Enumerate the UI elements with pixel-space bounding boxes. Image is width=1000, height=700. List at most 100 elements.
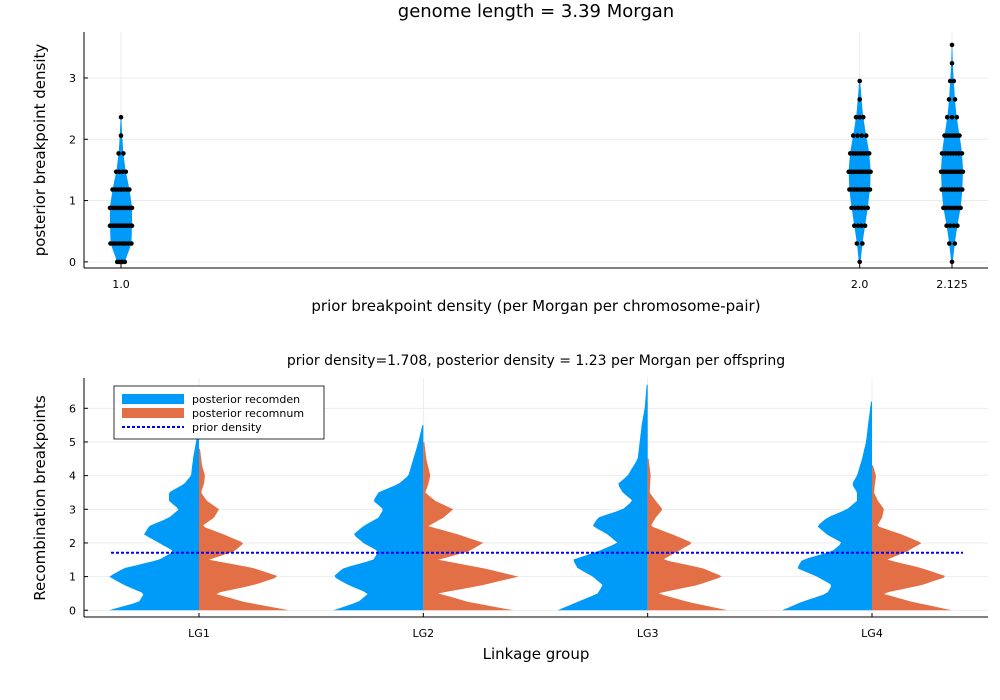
legend-label-recomden: posterior recomden bbox=[192, 393, 300, 406]
data-point-2.0 bbox=[852, 223, 857, 228]
top-chart-x-ticks: 1.0 2.0 2.125 bbox=[112, 264, 968, 291]
data-point-2.0 bbox=[859, 205, 864, 211]
data-point-2.125 bbox=[955, 223, 960, 228]
data-point-2.125 bbox=[957, 133, 962, 138]
data-point-1.0 bbox=[129, 223, 135, 228]
bottom-y-tick-label: 0 bbox=[69, 604, 76, 617]
data-point-1.0 bbox=[113, 169, 119, 175]
data-point-2.0 bbox=[865, 205, 870, 211]
bottom-x-tick-label: LG1 bbox=[188, 627, 210, 640]
bottom-x-tick-label: LG2 bbox=[413, 627, 435, 640]
bottom-chart-y-ticks: 0 1 2 3 4 5 6 bbox=[69, 402, 88, 617]
split-violin-right-LG3 bbox=[647, 458, 728, 611]
data-point-2.0 bbox=[863, 133, 869, 138]
data-point-2.125 bbox=[951, 78, 957, 84]
bottom-chart-x-ticks: LG1 LG2 LG3 LG4 bbox=[188, 613, 883, 640]
data-point-2.0 bbox=[857, 78, 862, 84]
data-point-2.125 bbox=[952, 97, 958, 102]
bottom-y-tick-label: 5 bbox=[69, 436, 76, 449]
data-point-2.0 bbox=[855, 223, 861, 228]
legend-swatch-recomden bbox=[122, 394, 184, 404]
top-y-tick-label: 0 bbox=[69, 256, 76, 269]
top-x-tick-label: 1.0 bbox=[112, 278, 130, 291]
bottom-chart-y-label: Recombination breakpoints bbox=[31, 395, 49, 601]
data-point-2.125 bbox=[952, 241, 958, 246]
data-point-1.0 bbox=[122, 259, 128, 265]
data-point-2.0 bbox=[855, 133, 860, 138]
data-point-2.0 bbox=[859, 133, 865, 138]
legend-label-recomnum: posterior recomnum bbox=[192, 407, 304, 420]
split-violin-left-LG2 bbox=[333, 425, 424, 611]
data-point-2.125 bbox=[949, 114, 955, 120]
top-chart-x-label: prior breakpoint density (per Morgan per… bbox=[311, 297, 760, 315]
data-point-2.125 bbox=[944, 114, 950, 120]
data-point-1.0 bbox=[116, 151, 121, 156]
data-point-2.0 bbox=[862, 223, 868, 228]
top-chart-y-ticks: 0 1 2 3 bbox=[69, 72, 88, 269]
data-point-2.0 bbox=[860, 241, 865, 246]
top-chart-y-label: posterior breakpoint density bbox=[31, 44, 49, 257]
data-point-2.0 bbox=[849, 205, 854, 211]
top-y-tick-label: 3 bbox=[69, 72, 76, 85]
split-violin-left-LG4 bbox=[782, 401, 872, 611]
data-point-2.0 bbox=[862, 205, 867, 211]
top-chart-violins bbox=[110, 44, 963, 262]
split-violin-right-LG1 bbox=[199, 448, 289, 611]
legend: posterior recomden posterior recomnum pr… bbox=[113, 385, 325, 440]
data-point-1.0 bbox=[127, 187, 132, 192]
data-point-2.125 bbox=[951, 223, 957, 228]
data-point-2.125 bbox=[949, 42, 955, 48]
bottom-chart-violins bbox=[109, 384, 952, 611]
bottom-chart-title: prior density=1.708, posterior density =… bbox=[287, 353, 785, 369]
legend-swatch-recomnum bbox=[122, 408, 184, 418]
data-point-1.0 bbox=[121, 151, 126, 156]
top-chart-title: genome length = 3.39 Morgan bbox=[398, 1, 674, 22]
split-violin-right-LG4 bbox=[872, 465, 952, 611]
data-point-2.0 bbox=[854, 241, 860, 246]
bottom-y-tick-label: 2 bbox=[69, 537, 76, 550]
data-point-2.125 bbox=[946, 97, 952, 102]
data-point-2.125 bbox=[949, 259, 955, 265]
data-point-2.0 bbox=[868, 169, 873, 175]
top-y-tick-label: 1 bbox=[69, 195, 76, 208]
data-point-2.0 bbox=[852, 205, 858, 211]
data-point-2.125 bbox=[959, 151, 965, 156]
data-point-2.0 bbox=[861, 114, 866, 120]
data-point-1.0 bbox=[118, 133, 124, 138]
bottom-chart: prior density=1.708, posterior density =… bbox=[31, 353, 988, 663]
legend-label-prior: prior density bbox=[192, 421, 262, 434]
data-point-2.0 bbox=[859, 223, 864, 228]
data-point-2.125 bbox=[949, 61, 955, 66]
split-violin-left-LG3 bbox=[557, 384, 648, 611]
data-point-2.0 bbox=[853, 114, 859, 120]
data-point-2.0 bbox=[850, 133, 856, 138]
bottom-x-tick-label: LG4 bbox=[861, 627, 883, 640]
top-x-tick-label: 2.125 bbox=[936, 278, 968, 291]
bottom-y-tick-label: 3 bbox=[69, 503, 76, 516]
data-point-2.125 bbox=[947, 241, 952, 246]
data-point-2.125 bbox=[960, 169, 966, 175]
data-point-1.0 bbox=[120, 169, 125, 175]
data-point-1.0 bbox=[129, 205, 135, 211]
top-y-tick-label: 2 bbox=[69, 133, 76, 146]
data-point-2.0 bbox=[857, 114, 862, 120]
data-point-2.125 bbox=[958, 205, 963, 211]
data-point-2.0 bbox=[857, 97, 862, 102]
top-chart-points bbox=[107, 42, 966, 265]
top-x-tick-label: 2.0 bbox=[851, 278, 869, 291]
top-chart: genome length = 3.39 Morgan 0 1 2 3 1.0 2.0 2… bbox=[31, 1, 988, 315]
data-point-2.125 bbox=[960, 187, 965, 192]
data-point-1.0 bbox=[123, 169, 129, 175]
bottom-y-tick-label: 6 bbox=[69, 402, 76, 415]
data-point-2.0 bbox=[867, 187, 873, 192]
split-violin-right-LG2 bbox=[423, 442, 519, 611]
data-point-2.125 bbox=[947, 78, 953, 84]
data-point-1.0 bbox=[117, 169, 122, 175]
data-point-2.125 bbox=[944, 223, 949, 228]
split-violin-left-LG1 bbox=[109, 431, 199, 611]
data-point-1.0 bbox=[118, 114, 124, 120]
data-point-2.125 bbox=[954, 114, 960, 120]
data-point-2.0 bbox=[866, 151, 872, 156]
data-point-2.0 bbox=[857, 259, 862, 265]
